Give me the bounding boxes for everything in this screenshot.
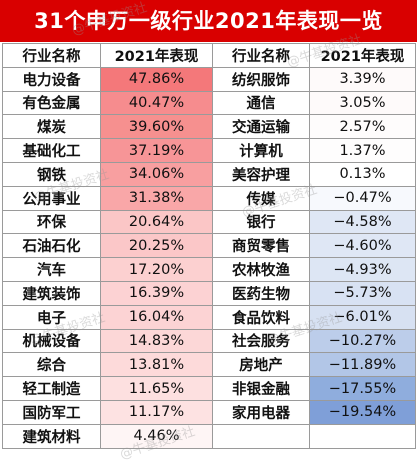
table-row: 钢铁 34.06% 美容护理 0.13% — [2, 161, 416, 187]
right-performance-value: −0.47% — [309, 185, 416, 211]
left-performance-value: 40.47% — [100, 90, 213, 116]
left-performance-value: 13.81% — [100, 352, 213, 378]
left-performance-value: 16.04% — [100, 304, 213, 330]
left-industry-name: 国防军工 — [2, 399, 101, 425]
right-industry-name — [212, 423, 310, 449]
right-performance-value: −4.58% — [309, 209, 416, 235]
left-industry-name: 汽车 — [2, 257, 101, 282]
right-industry-name: 非银金融 — [212, 376, 310, 401]
left-performance-value: 17.20% — [100, 257, 213, 282]
right-industry-name: 医药生物 — [212, 280, 310, 306]
right-performance-value: 3.05% — [309, 90, 416, 116]
right-industry-name: 房地产 — [212, 352, 310, 378]
right-industry-name: 纺织服饰 — [212, 66, 310, 92]
right-industry-name: 银行 — [212, 209, 310, 235]
table-row: 石油石化 20.25% 商贸零售 −4.60% — [2, 233, 416, 259]
left-performance-value: 20.64% — [100, 209, 213, 235]
header-industry-name-left: 行业名称 — [2, 43, 101, 68]
table-row: 基础化工 37.19% 计算机 1.37% — [2, 138, 416, 163]
right-performance-value: 3.39% — [309, 66, 416, 92]
left-industry-name: 机械设备 — [2, 328, 101, 354]
right-industry-name: 通信 — [212, 90, 310, 116]
right-performance-value: −17.55% — [309, 376, 416, 401]
left-industry-name: 公用事业 — [2, 185, 101, 211]
right-performance-value: −4.93% — [309, 257, 416, 282]
left-industry-name: 电力设备 — [2, 66, 101, 92]
table-row: 机械设备 14.83% 社会服务 −10.27% — [2, 328, 416, 354]
left-industry-name: 石油石化 — [2, 233, 101, 259]
table-row: 环保 20.64% 银行 −4.58% — [2, 209, 416, 235]
right-industry-name: 交通运输 — [212, 114, 310, 140]
header-row: 行业名称 2021年表现 行业名称 2021年表现 — [2, 43, 416, 68]
left-performance-value: 14.83% — [100, 328, 213, 354]
left-performance-value: 37.19% — [100, 138, 213, 163]
table-row: 电子 16.04% 食品饮料 −6.01% — [2, 304, 416, 330]
right-industry-name: 家用电器 — [212, 399, 310, 425]
right-performance-value: −10.27% — [309, 328, 416, 354]
table-row: 建筑材料 4.46% — [2, 423, 416, 449]
left-performance-value: 4.46% — [100, 423, 213, 449]
header-performance-left: 2021年表现 — [100, 43, 213, 68]
right-performance-value — [309, 423, 416, 449]
right-industry-name: 传媒 — [212, 185, 310, 211]
left-performance-value: 16.39% — [100, 280, 213, 306]
left-industry-name: 环保 — [2, 209, 101, 235]
table-row: 汽车 17.20% 农林牧渔 −4.93% — [2, 257, 416, 282]
left-industry-name: 轻工制造 — [2, 376, 101, 401]
left-performance-value: 31.38% — [100, 185, 213, 211]
right-industry-name: 商贸零售 — [212, 233, 310, 259]
right-performance-value: 1.37% — [309, 138, 416, 163]
left-industry-name: 基础化工 — [2, 138, 101, 163]
table-row: 综合 13.81% 房地产 −11.89% — [2, 352, 416, 378]
table-row: 建筑装饰 16.39% 医药生物 −5.73% — [2, 280, 416, 306]
table-row: 轻工制造 11.65% 非银金融 −17.55% — [2, 376, 416, 401]
right-industry-name: 计算机 — [212, 138, 310, 163]
table-row: 有色金属 40.47% 通信 3.05% — [2, 90, 416, 116]
right-industry-name: 食品饮料 — [212, 304, 310, 330]
left-industry-name: 有色金属 — [2, 90, 101, 116]
left-performance-value: 34.06% — [100, 161, 213, 187]
industry-table: 行业名称 2021年表现 行业名称 2021年表现 电力设备 47.86% 纺织服饰… — [2, 43, 416, 449]
left-industry-name: 建筑装饰 — [2, 280, 101, 306]
page-title: 31个申万一级行业2021年表现一览 — [0, 0, 417, 42]
right-industry-name: 社会服务 — [212, 328, 310, 354]
left-industry-name: 煤炭 — [2, 114, 101, 140]
left-performance-value: 11.17% — [100, 399, 213, 425]
right-performance-value: 2.57% — [309, 114, 416, 140]
right-performance-value: −19.54% — [309, 399, 416, 425]
left-performance-value: 47.86% — [100, 66, 213, 92]
right-performance-value: −6.01% — [309, 304, 416, 330]
left-industry-name: 电子 — [2, 304, 101, 330]
left-performance-value: 20.25% — [100, 233, 213, 259]
right-performance-value: −5.73% — [309, 280, 416, 306]
table-row: 国防军工 11.17% 家用电器 −19.54% — [2, 399, 416, 425]
left-industry-name: 建筑材料 — [2, 423, 101, 449]
left-industry-name: 综合 — [2, 352, 101, 378]
header-industry-name-right: 行业名称 — [212, 43, 310, 68]
table-row: 电力设备 47.86% 纺织服饰 3.39% — [2, 66, 416, 92]
right-industry-name: 农林牧渔 — [212, 257, 310, 282]
right-industry-name: 美容护理 — [212, 161, 310, 187]
table-body: 电力设备 47.86% 纺织服饰 3.39% 有色金属 40.47% 通信 3.05% 煤炭 39… — [2, 66, 416, 449]
right-performance-value: 0.13% — [309, 161, 416, 187]
right-performance-value: −11.89% — [309, 352, 416, 378]
table-row: 公用事业 31.38% 传媒 −0.47% — [2, 185, 416, 211]
table-row: 煤炭 39.60% 交通运输 2.57% — [2, 114, 416, 140]
left-performance-value: 11.65% — [100, 376, 213, 401]
left-industry-name: 钢铁 — [2, 161, 101, 187]
header-performance-right: 2021年表现 — [309, 43, 416, 68]
left-performance-value: 39.60% — [100, 114, 213, 140]
right-performance-value: −4.60% — [309, 233, 416, 259]
